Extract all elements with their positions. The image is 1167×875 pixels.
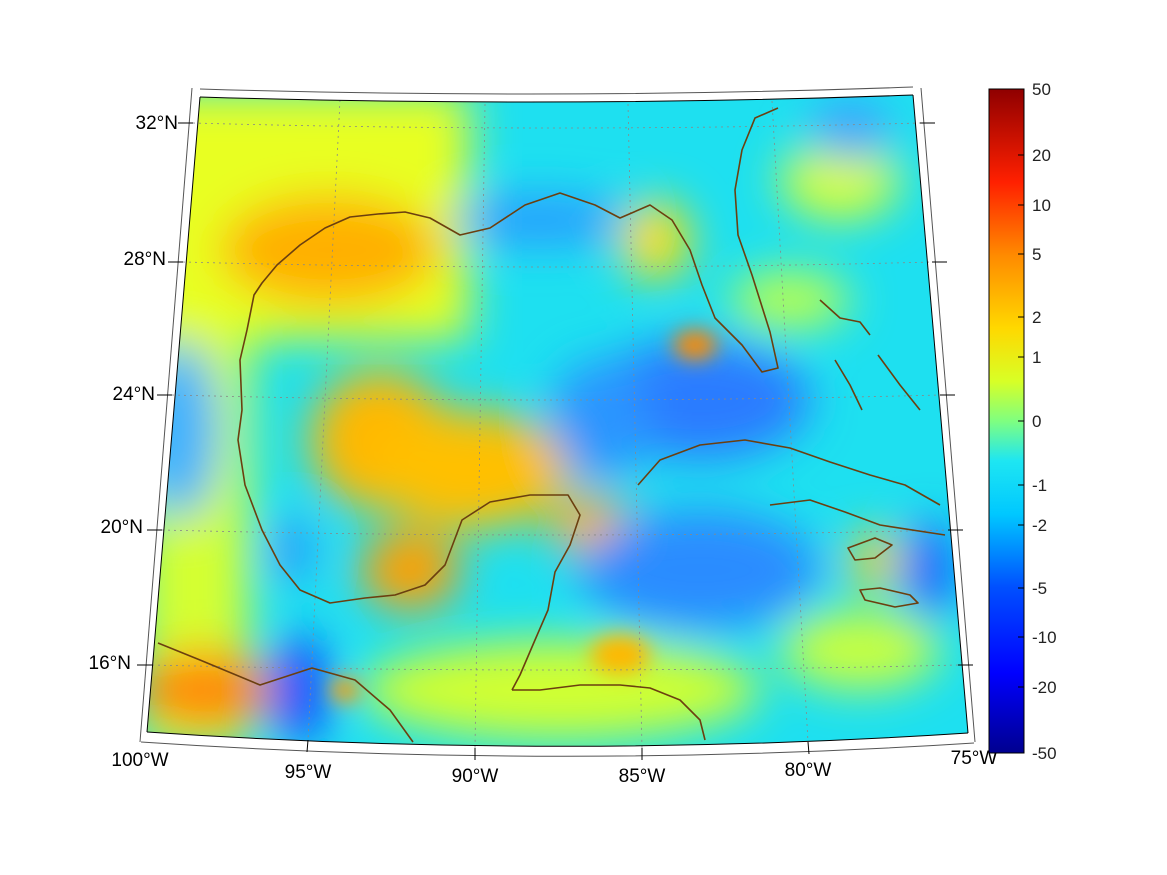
lon-label-95w: 95°W [285,762,332,783]
colorbar-label: -2 [1032,516,1047,535]
colorbar-label: 50 [1032,80,1051,99]
lat-label-28n: 28°N [124,249,166,270]
colorbar-label: -1 [1032,476,1047,495]
tick-marks [137,122,973,760]
heat-field [147,95,968,747]
colorbar-label: 1 [1032,348,1041,367]
lon-label-75w: 75°W [951,748,998,769]
lon-label-100w: 100°W [111,750,168,771]
lon-tick-labels: 100°W 95°W 90°W 85°W 80°W 75°W [111,748,997,787]
colorbar-label: 0 [1032,412,1041,431]
lon-label-80w: 80°W [785,760,832,781]
graticule [151,99,959,749]
colorbar-label: -50 [1032,744,1057,763]
lat-label-32n: 32°N [136,113,178,134]
lon-label-85w: 85°W [619,766,666,787]
lat-label-16n: 16°N [89,653,131,674]
lat-label-20n: 20°N [101,517,143,538]
colorbar: 50 20 10 5 2 1 0 -1 -2 -5 -10 -20 -50 [988,80,1057,763]
colorbar-label: 20 [1032,146,1051,165]
colorbar-label: -20 [1032,678,1057,697]
colorbar-label: -10 [1032,628,1057,647]
colorbar-label: 2 [1032,308,1041,327]
map-frame [139,86,976,757]
colorbar-label: 10 [1032,196,1051,215]
coastline [157,107,946,743]
colorbar-label: 5 [1032,245,1041,264]
lat-label-24n: 24°N [113,384,155,405]
colorbar-label: -5 [1032,579,1047,598]
lat-tick-labels: 32°N 28°N 24°N 20°N 16°N [89,113,178,674]
lon-label-90w: 90°W [452,766,499,787]
